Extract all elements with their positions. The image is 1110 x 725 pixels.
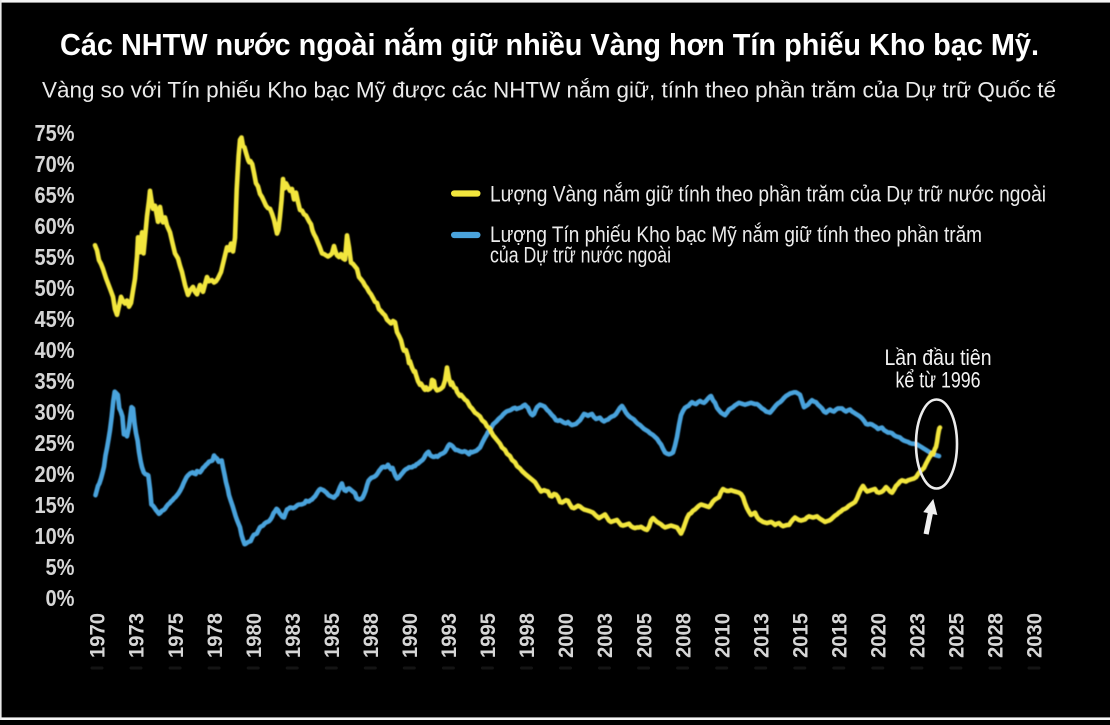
svg-text:2005: 2005 [633,613,656,658]
svg-text:1985: 1985 [321,613,344,658]
svg-text:Lần đầu tiên: Lần đầu tiên [885,345,992,370]
svg-text:30%: 30% [35,399,75,425]
svg-text:2018: 2018 [829,613,852,658]
svg-text:1973: 1973 [126,613,149,658]
svg-text:2030: 2030 [1024,613,1047,658]
svg-text:1970: 1970 [87,613,110,658]
svg-text:2010: 2010 [711,613,734,658]
svg-text:2028: 2028 [985,613,1008,658]
svg-text:65%: 65% [35,182,75,208]
svg-text:2020: 2020 [868,613,891,658]
svg-text:1990: 1990 [399,613,422,658]
svg-text:45%: 45% [35,306,75,332]
svg-text:60%: 60% [35,213,75,239]
svg-text:50%: 50% [35,275,75,301]
svg-text:0%: 0% [46,585,75,611]
svg-text:2003: 2003 [594,613,617,658]
svg-text:35%: 35% [35,368,75,394]
svg-text:75%: 75% [35,120,75,146]
svg-text:2008: 2008 [672,613,695,658]
svg-text:70%: 70% [35,151,75,177]
svg-text:1988: 1988 [360,613,383,658]
svg-text:1983: 1983 [282,613,305,658]
svg-text:của Dự trữ nước ngoài: của Dự trữ nước ngoài [490,243,671,268]
svg-text:2015: 2015 [790,613,813,658]
svg-text:2013: 2013 [750,613,773,658]
svg-text:1993: 1993 [438,613,461,658]
svg-text:10%: 10% [35,523,75,549]
svg-text:kể từ 1996: kể từ 1996 [896,368,981,393]
svg-text:40%: 40% [35,337,75,363]
svg-text:Lượng Tín phiếu Kho bạc Mỹ nắm: Lượng Tín phiếu Kho bạc Mỹ nắm giữ tính … [490,222,982,247]
svg-text:1998: 1998 [516,613,539,658]
svg-text:1975: 1975 [165,613,188,658]
svg-text:1995: 1995 [477,613,500,658]
svg-text:55%: 55% [35,244,75,270]
svg-text:Lượng Vàng nắm giữ tính theo p: Lượng Vàng nắm giữ tính theo phần trăm c… [490,182,1046,207]
svg-text:5%: 5% [46,554,75,580]
svg-text:Vàng so với Tín phiếu Kho bạc: Vàng so với Tín phiếu Kho bạc Mỹ được cá… [42,78,1056,103]
svg-text:2025: 2025 [946,613,969,658]
svg-text:20%: 20% [35,461,75,487]
svg-text:2023: 2023 [907,613,930,658]
svg-text:2000: 2000 [555,613,578,658]
svg-text:25%: 25% [35,430,75,456]
svg-text:15%: 15% [35,492,75,518]
svg-text:1978: 1978 [204,613,227,658]
svg-text:Các NHTW nước ngoài nắm giữ nh: Các NHTW nước ngoài nắm giữ nhiều Vàng h… [60,26,1039,62]
svg-text:1980: 1980 [243,613,266,658]
